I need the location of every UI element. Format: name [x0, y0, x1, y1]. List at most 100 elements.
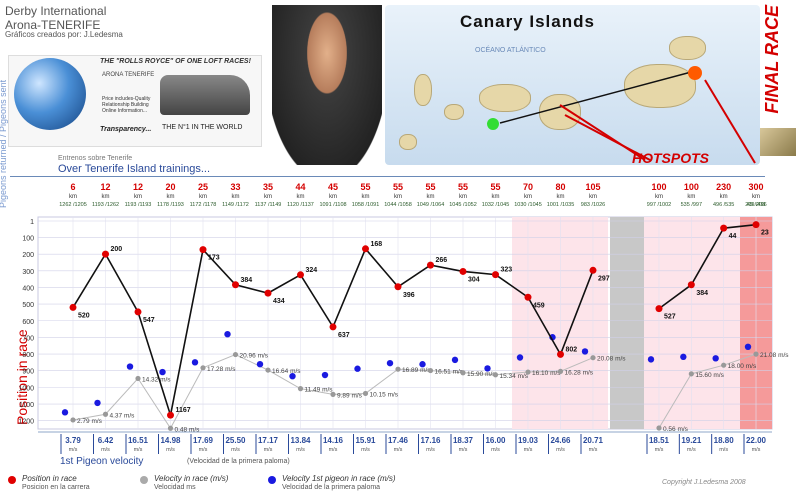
- first-velocity-value: 3.79: [65, 436, 81, 445]
- map-arrows: [487, 66, 756, 164]
- race-velocity-point: [721, 362, 727, 368]
- header-title: Derby International Arona-TENERIFE: [5, 4, 106, 32]
- promo-tagline: THE N°1 IN THE WORLD: [162, 124, 243, 131]
- y-tick-label: 1100: [19, 402, 34, 409]
- returned-sent-value: 1262 /1205: [59, 202, 87, 208]
- race-velocity-label: 18.00 m/s: [728, 363, 757, 370]
- position-point: [232, 281, 239, 289]
- returned-sent-value: 1178 /1193: [157, 202, 184, 208]
- first-pigeon-velocity-point: [126, 363, 134, 370]
- race-velocity-point: [427, 367, 434, 374]
- position-point-final: [655, 305, 663, 313]
- first-velocity-value: 17.69: [193, 436, 214, 445]
- first-velocity-value: 6.42: [98, 436, 114, 445]
- position-label: 200: [111, 246, 123, 253]
- position-label: 547: [143, 317, 155, 324]
- first-velocity-unit: m/s: [199, 447, 208, 453]
- distance-value: 70: [523, 182, 533, 192]
- first-pigeon-velocity-point: [419, 361, 426, 368]
- first-pigeon-velocity-point: [191, 359, 199, 366]
- returned-sent-value: 1049 /1064: [417, 202, 445, 208]
- first-pigeon-velocity-point: [159, 368, 166, 376]
- globe-logo-icon: [14, 58, 86, 130]
- position-point: [264, 289, 272, 297]
- distance-value: 35: [263, 182, 273, 192]
- distance-value: 12: [100, 182, 110, 192]
- first-velocity-unit: m/s: [69, 447, 78, 453]
- legend-first-velocity-sub: Velocidad de la primera paloma: [282, 484, 381, 491]
- first-velocity-value: 17.16: [420, 436, 441, 445]
- distance-value: 300: [748, 182, 763, 192]
- first-velocity-value: 15.91: [355, 436, 376, 445]
- money-image: [760, 128, 796, 156]
- position-point-final: [687, 281, 695, 289]
- distance-value: 55: [425, 182, 435, 192]
- distance-unit: km: [687, 194, 695, 200]
- trainings-label-en: Over Tenerife Island trainings...: [58, 163, 211, 175]
- race-velocity-label: 10.15 m/s: [370, 391, 399, 398]
- returned-sent-value: 1058 /1091: [352, 202, 380, 208]
- car-image: [160, 75, 250, 115]
- race-velocity-label: 4.37 m/s: [110, 412, 136, 419]
- first-velocity-unit: m/s: [329, 447, 338, 453]
- promo-title: THE "ROLLS ROYCE" OF ONE LOFT RACES!: [100, 58, 251, 65]
- position-label-final: 527: [664, 314, 676, 321]
- header-line2: Arona-TENERIFE: [5, 18, 101, 32]
- race-velocity-label: 16.64 m/s: [272, 368, 301, 375]
- legend-velocity-label: Velocity in race (m/s): [154, 474, 229, 483]
- returned-sent-value: 535 /997: [681, 202, 702, 208]
- race-velocity-point: [590, 355, 596, 361]
- returned-sent-value: 1044 /1058: [384, 202, 412, 208]
- first-pigeon-velocity-point: [61, 409, 69, 416]
- first-pigeon-velocity-note: (Velocidad de la primera paloma): [187, 458, 290, 465]
- first-pigeon-velocity-point: [647, 356, 655, 363]
- position-point: [589, 266, 597, 274]
- first-velocity-unit: m/s: [459, 447, 468, 453]
- first-velocity-value: 18.37: [453, 436, 474, 445]
- position-point-final: [752, 221, 760, 229]
- race-velocity-point: [167, 425, 174, 431]
- race-velocity-point: [492, 372, 499, 378]
- first-velocity-value: 18.51: [649, 436, 670, 445]
- first-velocity-value: 16.51: [128, 436, 149, 445]
- first-pigeon-velocity-point: [712, 355, 719, 362]
- position-label: 304: [468, 276, 480, 283]
- ocean-label: OCÉANO ATLÁNTICO: [475, 47, 546, 54]
- returned-sent-value: 1001 /1035: [547, 202, 575, 208]
- y-tick-label: 700: [22, 335, 34, 342]
- first-velocity-unit: m/s: [556, 447, 565, 453]
- race-velocity-point: [688, 371, 694, 377]
- promo-brand: ARONA TENERIFE: [102, 72, 155, 78]
- first-pigeon-velocity-point: [256, 360, 264, 368]
- returned-sent-value: 1137 /1149: [255, 202, 282, 208]
- first-velocity-value: 19.21: [681, 436, 702, 445]
- distance-value: 44: [295, 182, 305, 192]
- hotspots-label: HOTSPOTS: [632, 150, 710, 166]
- race-velocity-label: 15.34 m/s: [500, 373, 529, 380]
- legend-velocity-swatch: [140, 476, 148, 484]
- distance-value: 20: [165, 182, 175, 192]
- position-point: [459, 267, 467, 275]
- header-credits: Gráficos creados por: J.Ledesma: [5, 30, 123, 39]
- first-pigeon-velocity-label: 1st Pigeon velocity: [60, 456, 144, 467]
- position-label: 324: [306, 267, 318, 274]
- distance-value: 33: [230, 182, 240, 192]
- first-velocity-unit: m/s: [719, 447, 728, 453]
- first-velocity-unit: m/s: [524, 447, 533, 453]
- distance-unit: km: [427, 194, 435, 200]
- race-velocity-label: 16.89 m/s: [402, 367, 431, 374]
- distance-value: 55: [458, 182, 468, 192]
- race-velocity-label: 15.60 m/s: [695, 372, 724, 379]
- first-velocity-unit: m/s: [101, 447, 110, 453]
- y-tick-label: 600: [22, 319, 34, 326]
- distance-value: 230: [716, 182, 731, 192]
- first-pigeon-velocity-point: [484, 365, 491, 372]
- first-velocity-unit: m/s: [134, 447, 143, 453]
- position-label: 1167: [176, 407, 191, 414]
- first-velocity-unit: m/s: [687, 447, 696, 453]
- race-velocity-label: 16.10 m/s: [532, 370, 561, 377]
- first-velocity-unit: m/s: [491, 447, 500, 453]
- distance-unit: km: [655, 194, 663, 200]
- race-velocity-label: 0.48 m/s: [175, 426, 201, 433]
- first-velocity-unit: m/s: [166, 447, 175, 453]
